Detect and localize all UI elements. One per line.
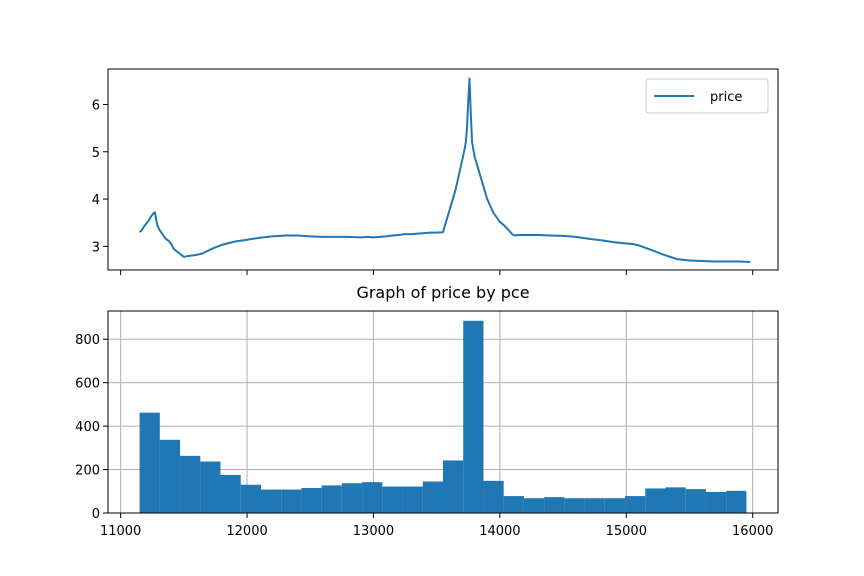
histogram-bar	[604, 498, 626, 513]
histogram-bar	[726, 490, 747, 513]
histogram-bar	[180, 455, 201, 513]
histogram-bar	[321, 485, 342, 513]
legend-box	[645, 78, 769, 114]
bottom-x-axis: 11000 12000 13000 14000 15000 16000	[100, 513, 773, 539]
top-axes-frame	[107, 68, 779, 271]
x-tick-label: 12000	[226, 524, 267, 539]
top-x-axis	[120, 270, 754, 275]
histogram-bar	[240, 484, 261, 513]
histogram-bar	[584, 498, 605, 513]
x-tick-label: 16000	[732, 524, 773, 539]
y-tick-label: 6	[92, 98, 100, 113]
histogram-bar	[665, 487, 686, 513]
histogram-bar	[382, 486, 403, 513]
histogram-bar	[301, 488, 322, 513]
histogram-bar	[422, 481, 443, 513]
histogram-bar	[220, 474, 241, 513]
y-tick-label: 3	[92, 240, 100, 255]
histogram-bar	[402, 486, 423, 513]
bottom-axes-frame	[107, 310, 779, 514]
line-chart: 3 4 5 6 price	[92, 68, 779, 275]
price-series	[138, 77, 751, 263]
histogram-bar	[260, 489, 282, 513]
legend-label-price: price	[710, 90, 742, 105]
y-tick-label: 800	[75, 333, 100, 348]
histogram-bar	[159, 439, 181, 513]
histogram-bar	[685, 489, 706, 513]
histogram-bar	[443, 460, 464, 513]
y-tick-label: 5	[92, 146, 100, 161]
y-tick-label: 0	[92, 507, 100, 522]
x-tick-label: 14000	[479, 524, 520, 539]
histogram-bar	[625, 496, 646, 513]
histogram-bar	[483, 480, 504, 513]
histogram-bar	[523, 498, 545, 513]
bottom-y-axis: 0 200 400 600 800	[75, 333, 108, 522]
histogram-bar	[564, 498, 585, 513]
histogram-bar	[544, 497, 565, 513]
histogram-chart: Graph of price by pce 0 200 400 600 800 1100…	[75, 283, 779, 539]
y-tick-label: 400	[75, 420, 100, 435]
histogram-bar	[503, 496, 524, 513]
y-tick-label: 4	[92, 193, 100, 208]
histogram-bar	[705, 491, 727, 513]
histogram-bar	[139, 412, 160, 513]
chart-title: Graph of price by pce	[356, 283, 529, 302]
histogram-bar	[362, 482, 383, 513]
y-tick-label: 200	[75, 464, 100, 479]
histogram-bars	[139, 320, 747, 513]
histogram-bar	[200, 461, 221, 513]
histogram-bar	[281, 489, 302, 513]
series-line-price	[138, 77, 751, 263]
x-tick-label: 15000	[606, 524, 647, 539]
histogram-bar	[645, 488, 666, 513]
legend: price	[645, 78, 769, 114]
x-tick-label: 11000	[100, 524, 141, 539]
x-tick-label: 13000	[353, 524, 394, 539]
histogram-bar	[463, 320, 484, 513]
histogram-bar	[341, 483, 363, 513]
y-tick-label: 600	[75, 377, 100, 392]
top-y-axis: 3 4 5 6	[92, 98, 108, 255]
